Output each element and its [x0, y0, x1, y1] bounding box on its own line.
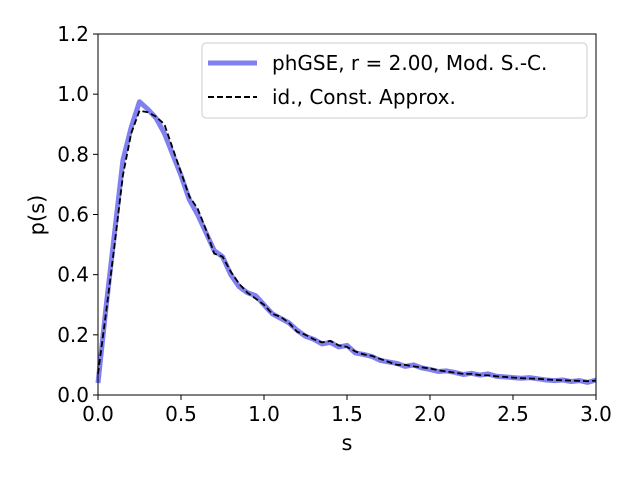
- y-axis-label: p(s): [25, 195, 49, 236]
- x-tick-label: 0.0: [82, 402, 114, 426]
- series-line-1: [95, 99, 597, 385]
- y-tick-label: 0.2: [57, 323, 89, 347]
- y-tick-label: 0.8: [57, 142, 89, 166]
- legend-label-series-1: phGSE, r = 2.00, Mod. S.-C.: [272, 51, 547, 75]
- ticks-layer: 0.0 0.5 1.0 1.5 2.0 2.5 3.0 0.0 0.2 0.4 0.6 0.8 1.0 1…: [57, 22, 612, 426]
- y-tick-label: 0.6: [57, 203, 89, 227]
- legend-label-series-2: id., Const. Approx.: [272, 85, 456, 109]
- y-tick-label: 0.0: [57, 383, 89, 407]
- legend-box: [201, 42, 588, 119]
- y-tick-label: 1.0: [57, 82, 89, 106]
- x-tick-label: 1.5: [331, 402, 363, 426]
- x-axis-label: s: [342, 431, 353, 455]
- legend: phGSE, r = 2.00, Mod. S.-C. id., Const. …: [201, 42, 588, 119]
- y-tick-label: 1.2: [57, 22, 89, 46]
- x-tick-label: 0.5: [165, 402, 197, 426]
- x-tick-label: 2.0: [414, 402, 446, 426]
- x-tick-label: 2.5: [497, 402, 529, 426]
- y-tick-label: 0.4: [57, 263, 89, 287]
- series-line-2: [97, 109, 597, 383]
- series-layer: [95, 99, 597, 385]
- x-tick-label: 3.0: [580, 402, 612, 426]
- x-tick-label: 1.0: [248, 402, 280, 426]
